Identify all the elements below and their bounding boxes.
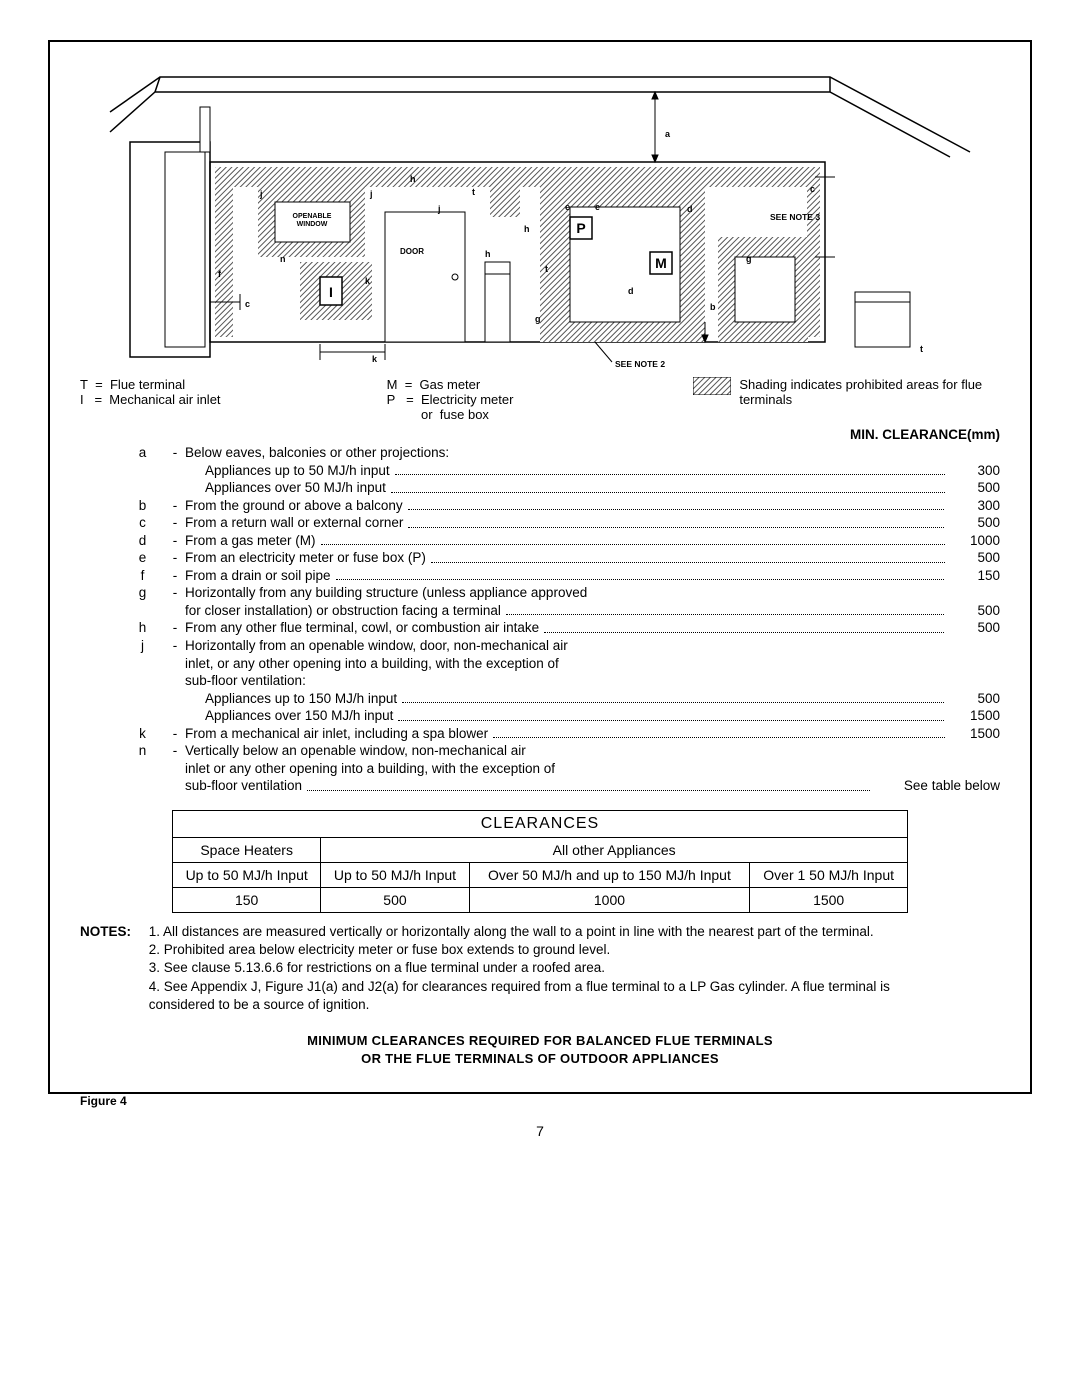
clearance-row: Appliances over 50 MJ/h input500: [80, 479, 1000, 497]
svg-text:d: d: [687, 204, 693, 214]
clearance-row: j-Horizontally from an openable window, …: [80, 637, 1000, 655]
svg-text:t: t: [545, 264, 548, 274]
svg-text:c: c: [245, 299, 250, 309]
svg-text:e: e: [565, 202, 570, 212]
legend-I-text: Mechanical air inlet: [109, 392, 220, 407]
table-val-3: 1000: [469, 887, 750, 912]
svg-text:M: M: [655, 255, 667, 271]
svg-text:P: P: [576, 220, 585, 236]
svg-text:h: h: [410, 174, 416, 184]
svg-text:DOOR: DOOR: [400, 247, 424, 256]
svg-text:t: t: [472, 187, 475, 197]
svg-text:I: I: [329, 284, 333, 300]
svg-text:d: d: [628, 286, 634, 296]
clearance-row: d-From a gas meter (M)1000: [80, 532, 1000, 550]
clearance-row: inlet or any other opening into a buildi…: [80, 760, 1000, 778]
svg-text:b: b: [710, 302, 716, 312]
clearance-row: h-From any other flue terminal, cowl, or…: [80, 619, 1000, 637]
svg-text:k: k: [372, 354, 378, 364]
legend-T: T =: [80, 377, 110, 392]
svg-text:n: n: [280, 254, 286, 264]
clearance-row: n-Vertically below an openable window, n…: [80, 742, 1000, 760]
page-frame: OPENABLE WINDOW DOOR P M I a: [48, 40, 1032, 1094]
notes-label: NOTES:: [80, 923, 145, 941]
clearance-row: for closer installation) or obstruction …: [80, 602, 1000, 620]
svg-text:h: h: [485, 249, 491, 259]
svg-text:SEE NOTE 3: SEE NOTE 3: [770, 212, 820, 222]
legend-T-text: Flue terminal: [110, 377, 185, 392]
svg-text:g: g: [535, 314, 541, 324]
clearance-row: f-From a drain or soil pipe150: [80, 567, 1000, 585]
svg-text:a: a: [665, 129, 671, 139]
table-val-2: 500: [321, 887, 469, 912]
svg-text:WINDOW: WINDOW: [297, 221, 328, 228]
clearance-list: MIN. CLEARANCE(mm) a-Below eaves, balcon…: [80, 427, 1000, 795]
legend: T = Flue terminal I = Mechanical air inl…: [80, 377, 1000, 422]
svg-text:OPENABLE: OPENABLE: [293, 213, 332, 220]
svg-text:t: t: [920, 344, 923, 354]
min-clearance-header: MIN. CLEARANCE(mm): [800, 427, 1000, 442]
clearance-row: Appliances up to 150 MJ/h input500: [80, 690, 1000, 708]
table-header-2: All other Appliances: [321, 837, 908, 862]
svg-text:h: h: [524, 224, 530, 234]
svg-text:SEE NOTE 2: SEE NOTE 2: [615, 359, 665, 369]
note-item: 4. See Appendix J, Figure J1(a) and J2(a…: [149, 978, 929, 1014]
note-item: 1. All distances are measured vertically…: [149, 923, 929, 941]
shading-swatch: [693, 377, 731, 395]
table-val-1: 150: [173, 887, 321, 912]
subheader-4: Over 1 50 MJ/h Input: [750, 862, 908, 887]
svg-text:c: c: [810, 184, 815, 194]
table-header-1: Space Heaters: [173, 837, 321, 862]
house-diagram: OPENABLE WINDOW DOOR P M I a: [80, 62, 1000, 372]
note-item: 3. See clause 5.13.6.6 for restrictions …: [149, 959, 929, 977]
svg-text:j: j: [259, 189, 263, 199]
legend-M: M =: [387, 377, 420, 392]
table-val-4: 1500: [750, 887, 908, 912]
legend-M-text: Gas meter: [420, 377, 481, 392]
footer-line2: OR THE FLUE TERMINALS OF OUTDOOR APPLIAN…: [80, 1050, 1000, 1068]
legend-I: I =: [80, 392, 109, 407]
clearance-row: Appliances over 150 MJ/h input1500: [80, 707, 1000, 725]
subheader-3: Over 50 MJ/h and up to 150 MJ/h Input: [469, 862, 750, 887]
notes: NOTES: 1. All distances are measured ver…: [80, 923, 1000, 1014]
legend-P: P =: [387, 392, 421, 422]
clearance-row: e-From an electricity meter or fuse box …: [80, 549, 1000, 567]
clearance-row: k-From a mechanical air inlet, including…: [80, 725, 1000, 743]
svg-text:j: j: [369, 189, 373, 199]
clearance-row: Appliances up to 50 MJ/h input300: [80, 462, 1000, 480]
legend-shading-text: Shading indicates prohibited areas for f…: [739, 377, 1000, 422]
clearance-row: b-From the ground or above a balcony300: [80, 497, 1000, 515]
subheader-1: Up to 50 MJ/h Input: [173, 862, 321, 887]
subheader-2: Up to 50 MJ/h Input: [321, 862, 469, 887]
figure-label: Figure 4: [80, 1094, 1000, 1108]
clearance-row: sub-floor ventilation:: [80, 672, 1000, 690]
svg-text:e: e: [595, 202, 600, 212]
svg-text:g: g: [746, 254, 752, 264]
notes-items: 1. All distances are measured vertically…: [149, 923, 929, 1014]
clearance-row: g-Horizontally from any building structu…: [80, 584, 1000, 602]
legend-P-text: Electricity meteror fuse box: [421, 392, 513, 422]
clearance-row: inlet, or any other opening into a build…: [80, 655, 1000, 673]
page-number: 7: [40, 1123, 1040, 1139]
svg-text:j: j: [437, 204, 441, 214]
note-item: 2. Prohibited area below electricity met…: [149, 941, 929, 959]
clearances-table: CLEARANCES Space Heaters All other Appli…: [172, 810, 908, 913]
table-title: CLEARANCES: [173, 810, 908, 837]
footer-line1: MINIMUM CLEARANCES REQUIRED FOR BALANCED…: [80, 1032, 1000, 1050]
clearance-row: a-Below eaves, balconies or other projec…: [80, 444, 1000, 462]
clearance-row: c-From a return wall or external corner5…: [80, 514, 1000, 532]
clearance-row: sub-floor ventilationSee table below: [80, 777, 1000, 795]
footer-title: MINIMUM CLEARANCES REQUIRED FOR BALANCED…: [80, 1032, 1000, 1067]
